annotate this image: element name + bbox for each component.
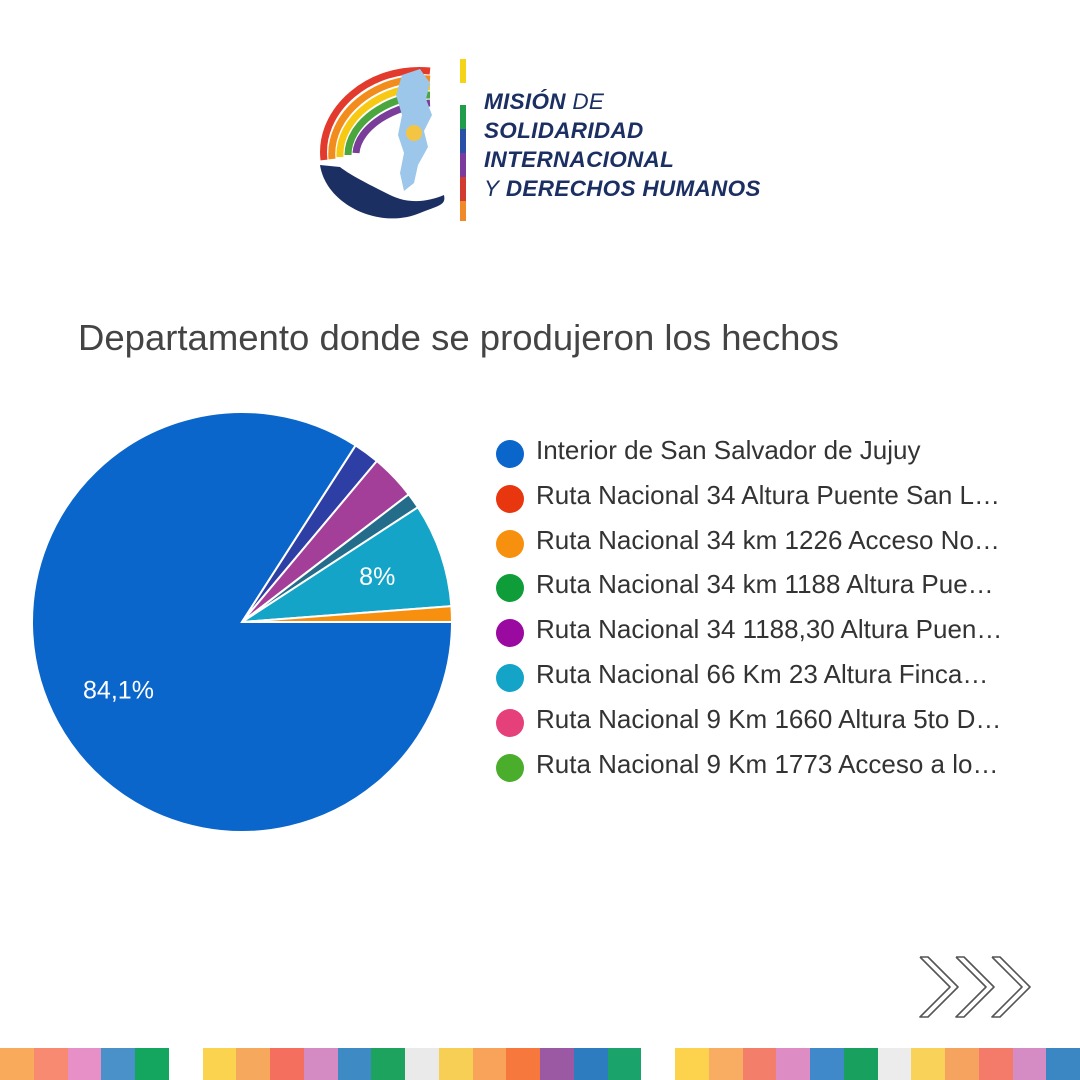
legend-dot-icon [496,440,524,468]
stripe-segment [1046,1048,1080,1080]
pie-chart: 84,1% 8% [31,411,454,833]
stripe-segment [675,1048,709,1080]
legend-label: Ruta Nacional 34 km 1226 Acceso No… [536,524,1000,555]
legend-label: Ruta Nacional 66 Km 23 Altura Finca… [536,658,989,689]
stripe-segment [135,1048,169,1080]
logo-line2: SOLIDARIDAD [484,118,644,143]
logo-line4-bold: DERECHOS HUMANOS [505,176,761,201]
stripe-segment [776,1048,810,1080]
legend-dot-icon [496,619,524,648]
chart-title: Departamento donde se produjeron los hec… [78,317,839,358]
legend-label: Ruta Nacional 34 km 1188 Altura Pue… [536,569,994,600]
legend-label: Interior de San Salvador de Jujuy [536,435,921,465]
chart-legend: Interior de San Salvador de Jujuy Ruta Na… [496,432,1056,790]
stripe-segment [270,1048,304,1080]
legend-dot-icon [496,753,524,782]
legend-label: Ruta Nacional 9 Km 1773 Acceso a lo… [536,748,999,779]
legend-item-0[interactable]: Interior de San Salvador de Jujuy [496,432,1056,477]
stripe-segment [202,1048,237,1080]
stripe-segment [168,1048,203,1080]
stripe-segment [33,1048,68,1080]
legend-label: Ruta Nacional 34 Altura Puente San L… [536,479,1000,510]
pie-label-5: 8% [359,563,395,591]
stripe-segment [303,1048,338,1080]
stripe-segment [742,1048,777,1080]
stripe-segment [101,1048,135,1080]
stripe-segment [1012,1048,1047,1080]
pie-slice-0[interactable] [31,411,454,833]
legend-dot-icon [496,484,524,513]
stripe-segment [641,1048,675,1080]
legend-item-7[interactable]: Ruta Nacional 9 Km 1773 Acceso a lo… [496,746,1056,791]
stripe-segment [0,1048,34,1080]
stripe-segment [911,1048,945,1080]
legend-item-3[interactable]: Ruta Nacional 34 km 1188 Altura Pue… [496,566,1056,611]
stripe-segment [978,1048,1013,1080]
legend-dot-icon [496,708,524,737]
legend-dot-icon [496,529,524,558]
stripe-segment [573,1048,608,1080]
stripe-segment [472,1048,507,1080]
logo-line1-light: DE [572,89,605,114]
legend-item-2[interactable]: Ruta Nacional 34 km 1226 Acceso No… [496,522,1056,567]
pie-label-0: 84,1% [83,676,154,704]
logo-line3: INTERNACIONAL [484,147,675,172]
stripe-segment [337,1048,372,1080]
stripe-segment [945,1048,979,1080]
pie-slice-5[interactable] [241,505,453,623]
logo-emblem-icon [320,66,445,219]
legend-item-1[interactable]: Ruta Nacional 34 Altura Puente San L… [496,477,1056,522]
stripe-segment [438,1048,473,1080]
logo-divider-bar [460,59,466,221]
legend-item-5[interactable]: Ruta Nacional 66 Km 23 Altura Finca… [496,656,1056,701]
legend-item-4[interactable]: Ruta Nacional 34 1188,30 Altura Puen… [496,611,1056,656]
legend-dot-icon [496,663,524,692]
legend-label: Ruta Nacional 9 Km 1660 Altura 5to D… [536,703,1002,734]
organization-logo: MISIÓN DE SOLIDARIDAD INTERNACIONAL Y DE… [310,55,790,225]
legend-label: Ruta Nacional 34 1188,30 Altura Puen… [536,614,1003,645]
stripe-segment [877,1048,912,1080]
stripe-segment [843,1048,878,1080]
logo-line1-bold: MISIÓN [484,89,566,114]
stripe-segment [540,1048,574,1080]
pie-slice-2[interactable] [241,605,454,623]
decorative-color-stripe [0,1048,1080,1080]
legend-dot-icon [496,574,524,603]
stripe-segment [405,1048,439,1080]
stripe-segment [607,1048,642,1080]
stripe-segment [810,1048,844,1080]
stripe-segment [506,1048,540,1080]
stripe-segment [708,1048,743,1080]
stripe-segment [371,1048,405,1080]
legend-item-6[interactable]: Ruta Nacional 9 Km 1660 Altura 5to D… [496,701,1056,746]
next-arrows-icon[interactable] [916,955,1036,1019]
stripe-segment [236,1048,270,1080]
logo-line4-light: Y [484,176,500,201]
stripe-segment [67,1048,102,1080]
logo-text: MISIÓN DE SOLIDARIDAD INTERNACIONAL Y DE… [484,87,761,203]
